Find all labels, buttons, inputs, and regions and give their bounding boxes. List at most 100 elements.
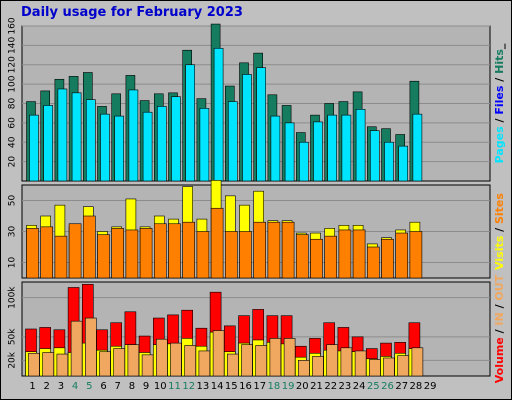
- x-tick-label: 17: [253, 381, 266, 392]
- sites-bar: [154, 223, 167, 279]
- x-tick-label: 24: [353, 381, 366, 392]
- x-tick-label: 6: [100, 381, 106, 392]
- x-tick-label: 26: [381, 381, 394, 392]
- out-bar: [184, 345, 196, 377]
- pages-bar: [185, 64, 195, 182]
- legend-label-panel-1-part-1: /: [493, 115, 506, 127]
- y-tick-label: 120: [8, 56, 18, 73]
- sites-bar: [338, 229, 352, 279]
- pages-bar: [57, 88, 68, 182]
- pages-bar: [71, 92, 82, 182]
- out-bar: [269, 338, 282, 377]
- sites-bar: [409, 231, 423, 279]
- legend-label-panel-2-part-1: /: [493, 224, 506, 236]
- out-bar: [141, 354, 154, 377]
- legend-label-panel-2-part-2: Sites: [493, 193, 506, 224]
- x-tick-label: 4: [72, 381, 78, 392]
- y-tick-label: 50: [8, 195, 18, 207]
- out-bar: [42, 352, 55, 377]
- legend-label-panel-2-part-0: Visits: [493, 235, 506, 270]
- pages-bar: [341, 114, 352, 182]
- out-bar: [283, 338, 296, 377]
- x-tick-label: 8: [129, 381, 135, 392]
- legend-label-panel-1-part-4: Hits: [493, 49, 506, 74]
- pages-bar: [142, 111, 153, 182]
- y-tick-label: 10: [8, 257, 18, 269]
- sites-bar: [97, 234, 110, 279]
- x-tick-label: 15: [225, 381, 238, 392]
- x-tick-label: 7: [115, 381, 121, 392]
- sites-bar: [111, 228, 124, 279]
- y-tick-label: 140: [8, 37, 18, 54]
- x-tick-label: 27: [395, 381, 408, 392]
- pages-bar: [284, 122, 295, 182]
- y-tick-label: 40: [8, 136, 18, 148]
- out-bar: [212, 330, 225, 377]
- pages-bar: [213, 47, 224, 182]
- legend-label-panel-1: Pages / Files / Hits_: [493, 43, 506, 163]
- sites-bar: [225, 231, 238, 279]
- pages-bar: [43, 105, 54, 182]
- pages-bar: [270, 115, 281, 182]
- x-tick-label: 3: [58, 381, 64, 392]
- out-bar: [70, 320, 83, 377]
- out-bar: [297, 360, 310, 377]
- out-bar: [127, 344, 140, 377]
- pages-bar: [256, 67, 267, 182]
- legend-label-panel-3-part-3: /: [493, 301, 506, 313]
- y-tick-label: 60: [8, 117, 18, 129]
- out-bar: [326, 344, 339, 377]
- legend-label-panel-3-part-0: Volume: [493, 337, 506, 383]
- legend-label-panel-1-part-3: /: [493, 74, 506, 86]
- pages-bar: [199, 108, 210, 182]
- x-tick-label: 14: [211, 381, 224, 392]
- sites-bar: [281, 221, 295, 279]
- x-tick-label: 20: [296, 381, 309, 392]
- sites-bar: [253, 221, 266, 279]
- out-bar: [113, 348, 125, 377]
- sites-bar: [139, 228, 153, 279]
- out-bar: [170, 342, 182, 377]
- pages-bar: [242, 74, 252, 182]
- out-bar: [99, 351, 111, 377]
- pages-bar: [29, 114, 39, 182]
- out-bar: [156, 338, 168, 377]
- out-bar: [85, 317, 97, 377]
- out-bar: [312, 356, 324, 377]
- y-tick-label: 100k: [8, 286, 18, 309]
- sites-bar: [210, 207, 224, 279]
- pages-bar: [100, 113, 110, 182]
- sites-bar: [68, 223, 82, 279]
- x-tick-label: 22: [324, 381, 337, 392]
- y-tick-label: 20k: [8, 351, 18, 368]
- pages-bar: [128, 89, 139, 182]
- chart-title: Daily usage for February 2023: [21, 5, 243, 20]
- legend-label-panel-1-part-5: _: [493, 43, 506, 49]
- sites-bar: [196, 231, 210, 279]
- sites-bar: [54, 235, 68, 279]
- sites-bar: [366, 246, 380, 279]
- pages-bar: [369, 130, 380, 182]
- x-tick-label: 19: [282, 381, 295, 392]
- sites-bar: [295, 234, 309, 279]
- out-bar: [368, 359, 381, 377]
- pages-bar: [86, 99, 96, 182]
- out-bar: [255, 345, 267, 377]
- pages-bar: [228, 101, 238, 182]
- x-tick-label: 5: [86, 381, 92, 392]
- x-tick-label: 10: [154, 381, 167, 392]
- y-tick-label: 20: [8, 156, 18, 168]
- x-tick-label: 2: [44, 381, 50, 392]
- legend-label-panel-1-part-0: Pages: [493, 126, 506, 164]
- y-tick-label: 160: [8, 17, 18, 34]
- out-bar: [28, 352, 40, 377]
- sites-bar: [310, 238, 323, 279]
- sites-bar: [182, 221, 195, 279]
- out-bar: [354, 350, 367, 377]
- y-tick-label: 80: [8, 98, 18, 110]
- sites-bar: [381, 238, 394, 279]
- out-bar: [397, 355, 410, 377]
- x-tick-label: 11: [168, 381, 181, 392]
- x-tick-label: 25: [367, 381, 380, 392]
